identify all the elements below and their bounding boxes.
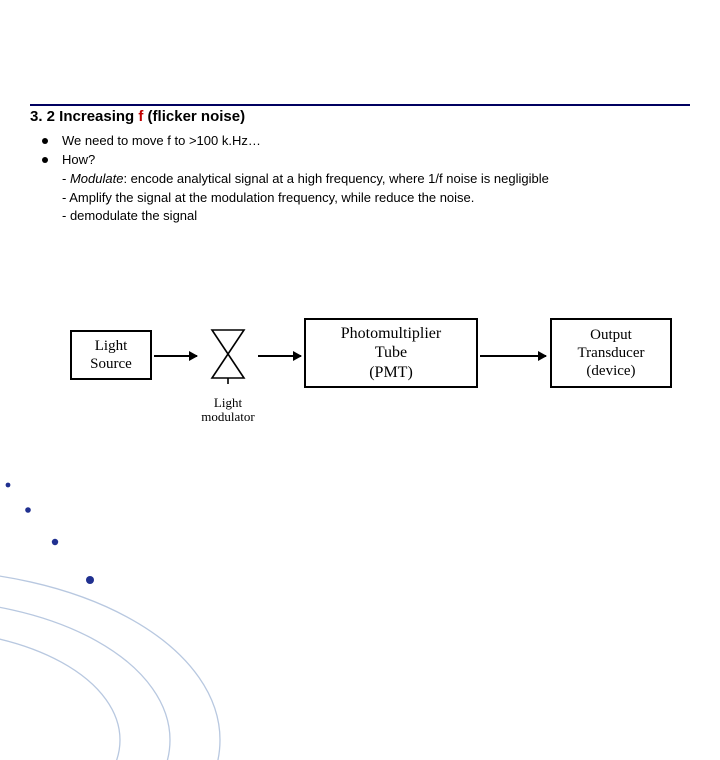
box-line: Photomultiplier: [341, 324, 441, 343]
bullet-text: We need to move f to >100 k.Hz…: [62, 132, 261, 151]
box-output-transducer: Output Transducer (device): [550, 318, 672, 388]
box-line: (device): [586, 362, 635, 380]
title-prefix: 3. 2 Increasing: [30, 108, 138, 125]
bullet-row: How?: [42, 151, 549, 170]
arrow: [258, 355, 301, 357]
light-modulator-icon: [198, 324, 258, 384]
bullet-list: We need to move f to >100 k.Hz… How? - M…: [42, 132, 549, 226]
box-line: Light: [95, 337, 128, 355]
modulator-label: Light modulator: [192, 396, 264, 425]
label-line: modulator: [192, 410, 264, 424]
box-line: Tube: [375, 343, 407, 362]
sub-em: Modulate: [70, 171, 123, 186]
box-light-source: Light Source: [70, 330, 152, 380]
box-pmt: Photomultiplier Tube (PMT): [304, 318, 478, 388]
box-line: (PMT): [369, 363, 413, 382]
title-suffix: (flicker noise): [143, 108, 245, 125]
sub-bullet-row: - Amplify the signal at the modulation f…: [62, 189, 549, 208]
arrow: [480, 355, 546, 357]
sub-bullet-row: - Modulate: encode analytical signal at …: [62, 170, 549, 189]
block-diagram: Light Source Photomultiplier Tube (PMT) …: [70, 310, 690, 460]
slide-title: 3. 2 Increasing f (flicker noise): [30, 108, 245, 125]
arrow: [154, 355, 197, 357]
bullet-text: How?: [62, 151, 95, 170]
sub-bullet-text: - Modulate: encode analytical signal at …: [62, 170, 549, 189]
box-line: Transducer: [578, 344, 645, 362]
title-rule: [30, 104, 690, 106]
sub-bullet-text: - demodulate the signal: [62, 207, 197, 226]
sub-rest: : encode analytical signal at a high fre…: [123, 171, 548, 186]
label-line: Light: [192, 396, 264, 410]
sub-bullet-text: - Amplify the signal at the modulation f…: [62, 189, 474, 208]
bullet-dot-icon: [42, 138, 48, 144]
bullet-dot-icon: [42, 157, 48, 163]
bullet-row: We need to move f to >100 k.Hz…: [42, 132, 549, 151]
box-line: Source: [90, 355, 132, 373]
sub-prefix: -: [62, 171, 70, 186]
sub-bullet-row: - demodulate the signal: [62, 207, 549, 226]
box-line: Output: [590, 326, 632, 344]
